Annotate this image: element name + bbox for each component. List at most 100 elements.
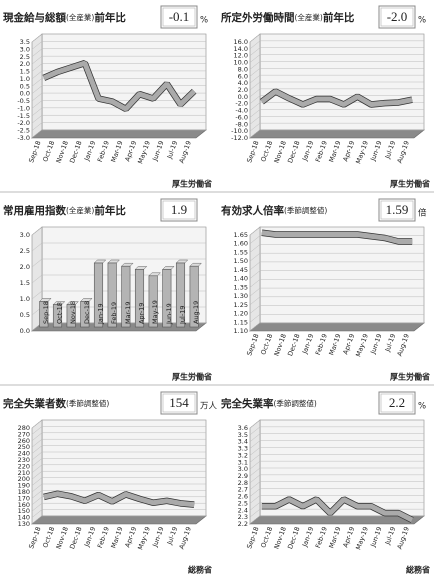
latest-value: -0.1 bbox=[169, 9, 190, 24]
source: 総務省 bbox=[406, 565, 430, 575]
y-tick-label: -2.5 bbox=[17, 127, 30, 135]
bar bbox=[52, 304, 63, 328]
side-grid-line bbox=[249, 74, 261, 84]
y-tick-label: 200 bbox=[18, 475, 30, 483]
chart-panel: 有効求人倍率(季節調整値) 1.59 倍1.651.601.551.501.451.… bbox=[221, 198, 430, 382]
title-suffix: 前年比 bbox=[94, 204, 126, 217]
y-tick-label: 10.0 bbox=[234, 59, 248, 67]
value-box-inner bbox=[162, 200, 196, 220]
x-tick-label: May-19 bbox=[354, 526, 370, 551]
x-tick-label: Aug-19 bbox=[192, 301, 200, 324]
side-grid-line bbox=[31, 274, 43, 284]
floor bbox=[31, 515, 207, 525]
y-tick-label: 1.40 bbox=[234, 275, 248, 283]
side-grid-line bbox=[249, 47, 261, 56]
side-grid-line bbox=[249, 61, 261, 70]
y-tick-label: 2.6 bbox=[238, 493, 248, 501]
y-tick-label: -0.5 bbox=[17, 97, 30, 105]
side-grid-line bbox=[249, 102, 261, 111]
title-main: 有効求人倍率 bbox=[221, 204, 284, 217]
x-tick-label: Aug-19 bbox=[395, 140, 410, 165]
x-tick-label: Sep-18 bbox=[42, 301, 50, 324]
source: 厚生労働省 bbox=[390, 179, 430, 189]
bar bbox=[66, 304, 76, 328]
title-main: 現金給与総額 bbox=[3, 11, 66, 24]
y-tick-label: 2.4 bbox=[238, 506, 248, 514]
side-grid-line bbox=[249, 109, 261, 118]
x-tick-label: Jun-19 bbox=[369, 526, 384, 549]
side-grid-line bbox=[31, 226, 43, 236]
y-tick-label: 3.4 bbox=[238, 438, 248, 446]
y-tick-label: 3.2 bbox=[238, 451, 248, 459]
x-tick-label: Aug-19 bbox=[395, 526, 410, 551]
side-grid-line bbox=[249, 68, 261, 77]
y-tick-label: 170 bbox=[18, 494, 30, 502]
y-tick-label: 3.5 bbox=[238, 431, 248, 439]
side-grid-line bbox=[31, 445, 43, 454]
x-tick-label: Apr-19 bbox=[138, 303, 146, 324]
unit: % bbox=[418, 402, 426, 412]
x-tick-label: Jan-19 bbox=[300, 140, 315, 163]
side-grid-line bbox=[31, 92, 43, 102]
side-grid-line bbox=[249, 322, 261, 332]
side-grid-line bbox=[249, 447, 261, 456]
x-tick-label: May-19 bbox=[354, 333, 370, 358]
value-box bbox=[378, 198, 416, 222]
x-tick-label: May-19 bbox=[136, 140, 152, 165]
x-tick-label: Feb-19 bbox=[314, 140, 329, 164]
y-tick-label: -3.0 bbox=[17, 134, 30, 142]
y-tick-label: 1.15 bbox=[234, 318, 248, 326]
y-tick-label: 1.25 bbox=[234, 301, 248, 309]
side-grid-line bbox=[249, 116, 261, 125]
x-tick-label: Jun-19 bbox=[151, 526, 166, 549]
y-tick-label: 2.5 bbox=[238, 499, 248, 507]
side-grid-line bbox=[31, 432, 43, 441]
side-grid-line bbox=[249, 426, 261, 436]
side-grid-line bbox=[249, 279, 261, 288]
side-grid-line bbox=[31, 63, 43, 72]
line-ribbon bbox=[43, 491, 195, 508]
y-tick-label: 280 bbox=[18, 424, 30, 432]
side-grid-line bbox=[249, 488, 261, 497]
x-tick-label: May-19 bbox=[151, 300, 159, 324]
chart-panel: 完全失業率(季節調整値) 2.2 % 3.63.53.43.33.23.13.02.9… bbox=[221, 391, 430, 575]
x-tick-label: Apr-19 bbox=[123, 526, 138, 549]
y-tick-label: 2.3 bbox=[238, 513, 248, 521]
y-tick-label: 0.5 bbox=[20, 311, 30, 319]
latest-value: 1.59 bbox=[386, 202, 409, 217]
source: 厚生労働省 bbox=[390, 372, 430, 382]
side-grid-line bbox=[249, 314, 261, 323]
x-tick-label: Jul-19 bbox=[383, 333, 397, 354]
side-grid-line bbox=[31, 48, 43, 57]
side-grid-line bbox=[31, 78, 43, 87]
value-box-inner bbox=[380, 7, 414, 27]
y-tick-label: 150 bbox=[18, 507, 30, 515]
bar bbox=[80, 301, 90, 328]
y-tick-label: 2.2 bbox=[238, 520, 248, 528]
y-tick-label: 240 bbox=[18, 450, 30, 458]
side-grid-line bbox=[31, 419, 43, 429]
x-tick-label: Jun-19 bbox=[369, 140, 384, 163]
y-tick-label: 1.45 bbox=[234, 266, 248, 274]
side-grid-line bbox=[249, 88, 261, 98]
y-tick-label: 1.65 bbox=[234, 231, 248, 239]
unit: 倍 bbox=[418, 208, 427, 219]
line-ribbon bbox=[260, 89, 413, 108]
side-wall bbox=[31, 33, 43, 139]
latest-value: -2.0 bbox=[387, 9, 408, 24]
source: 厚生労働省 bbox=[172, 179, 212, 189]
side-grid-line bbox=[249, 270, 261, 279]
side-grid-line bbox=[31, 503, 43, 512]
side-grid-line bbox=[249, 454, 261, 463]
y-tick-label: 0.0 bbox=[20, 90, 30, 98]
y-tick-label: 190 bbox=[18, 482, 30, 490]
unit: % bbox=[200, 16, 208, 26]
y-tick-label: 270 bbox=[18, 430, 30, 438]
title-note: (全産業) bbox=[66, 12, 94, 22]
chart-panel: 所定外労働時間(全産業)前年比 -2.0 % 16.014.012.010.08.06… bbox=[221, 5, 430, 189]
latest-value: 2.2 bbox=[389, 395, 405, 410]
side-grid-line bbox=[249, 515, 261, 525]
unit: % bbox=[418, 16, 426, 26]
side-grid-line bbox=[31, 496, 43, 505]
x-tick-label: Mar-19 bbox=[327, 333, 342, 357]
